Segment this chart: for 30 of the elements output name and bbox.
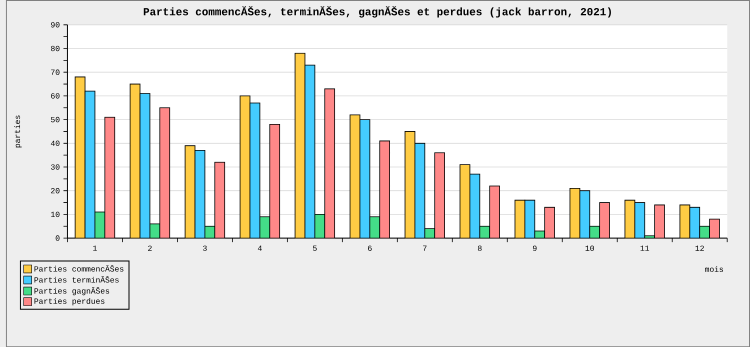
bar: [314, 214, 326, 238]
bar: [404, 130, 416, 238]
bar: [184, 145, 196, 238]
bar: [84, 90, 96, 238]
bar: [240, 95, 250, 238]
chart-title: Parties commencĂŠes, terminĂŠes, gagnĂŠes et perdues (jack barron, 2021): [144, 6, 611, 18]
bar: [194, 150, 206, 238]
bar: [414, 142, 426, 238]
bar: [269, 124, 280, 238]
bar: [470, 174, 480, 238]
bar: [104, 116, 116, 238]
bar: [434, 152, 445, 238]
bar: [579, 190, 590, 238]
bar: [360, 119, 370, 238]
bar: [369, 216, 380, 238]
bar: [250, 102, 260, 238]
bar: [460, 164, 470, 238]
bar: [570, 188, 580, 238]
bar: [379, 140, 390, 238]
bar: [350, 114, 360, 238]
bar: [304, 64, 316, 238]
bar: [140, 93, 150, 238]
bar: [74, 76, 86, 238]
bar: [214, 162, 226, 238]
bar: [324, 88, 336, 238]
bar: [159, 107, 170, 238]
bar: [689, 206, 700, 238]
bar: [634, 202, 646, 238]
bar: [294, 52, 306, 238]
bar: [130, 84, 140, 238]
